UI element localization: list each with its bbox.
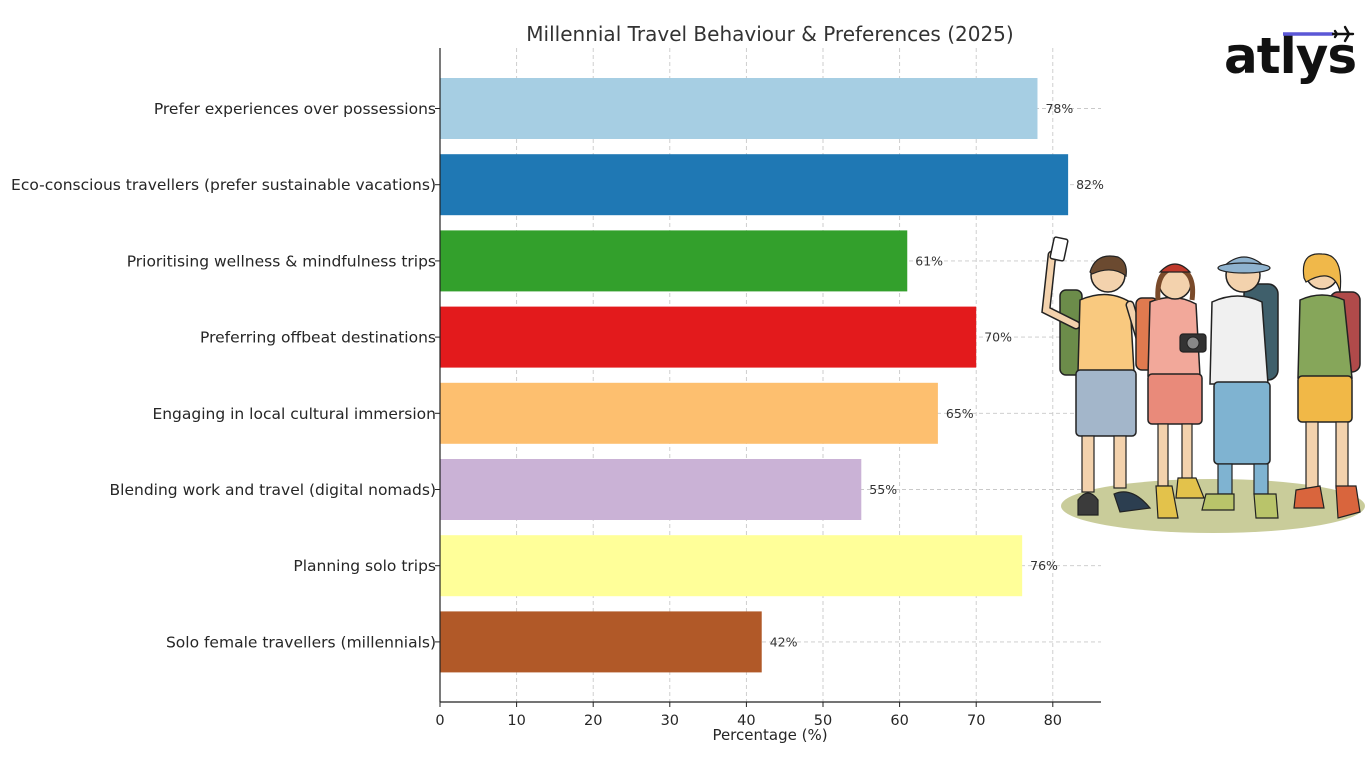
- bar-2: [440, 230, 908, 292]
- category-labels: Prefer experiences over possessions Eco-c…: [11, 100, 436, 651]
- bar-6: [440, 535, 1023, 597]
- value-labels: 78% 82% 61% 70% 65% 55% 76% 42%: [770, 101, 1104, 649]
- x-tick-label-40: 40: [737, 713, 755, 729]
- bars: [440, 78, 1069, 673]
- x-tick-label-0: 0: [435, 713, 444, 729]
- bar-5: [440, 459, 862, 520]
- traveller-4: [1293, 253, 1361, 519]
- x-tick-label-20: 20: [584, 713, 602, 729]
- category-label-1: Eco-conscious travellers (prefer sustain…: [11, 176, 436, 194]
- value-label-0: 78%: [1045, 101, 1073, 116]
- airplane-icon: [1331, 25, 1355, 43]
- value-label-3: 70%: [984, 330, 1012, 345]
- value-label-5: 55%: [869, 482, 897, 497]
- bar-7: [440, 611, 762, 673]
- bar-0: [440, 78, 1038, 139]
- chart-title: Millennial Travel Behaviour & Preference…: [526, 22, 1013, 46]
- traveller-1: [1041, 236, 1152, 516]
- category-label-3: Preferring offbeat destinations: [200, 329, 436, 347]
- category-label-5: Blending work and travel (digital nomads…: [110, 481, 436, 499]
- value-label-4: 65%: [946, 406, 974, 421]
- bar-1: [440, 154, 1069, 216]
- x-tick-label-70: 70: [967, 713, 985, 729]
- value-label-1: 82%: [1076, 177, 1104, 192]
- category-label-6: Planning solo trips: [293, 557, 436, 575]
- grid-lines: [440, 48, 1101, 702]
- bar-3: [440, 306, 977, 368]
- x-tick-labels: 0 10 20 30 40 50 60 70 80: [435, 108, 1062, 729]
- category-label-7: Solo female travellers (millennials): [166, 633, 436, 651]
- traveller-2: [1135, 263, 1207, 519]
- travellers-illustration: [1041, 236, 1365, 533]
- x-tick-label-30: 30: [661, 713, 679, 729]
- category-label-0: Prefer experiences over possessions: [154, 100, 436, 118]
- x-tick-label-60: 60: [890, 713, 908, 729]
- value-label-7: 42%: [770, 634, 798, 649]
- x-tick-label-10: 10: [507, 713, 525, 729]
- bar-4: [440, 382, 938, 444]
- x-axis-title: Percentage (%): [712, 726, 827, 744]
- value-label-2: 61%: [915, 253, 943, 268]
- atlys-logo: atlys: [1224, 25, 1357, 85]
- x-tick-label-50: 50: [814, 713, 832, 729]
- value-label-6: 76%: [1030, 558, 1058, 573]
- traveller-3: [1201, 256, 1279, 519]
- category-label-2: Prioritising wellness & mindfulness trip…: [127, 252, 436, 270]
- x-tick-label-80: 80: [1044, 713, 1062, 729]
- category-label-4: Engaging in local cultural immersion: [152, 405, 436, 423]
